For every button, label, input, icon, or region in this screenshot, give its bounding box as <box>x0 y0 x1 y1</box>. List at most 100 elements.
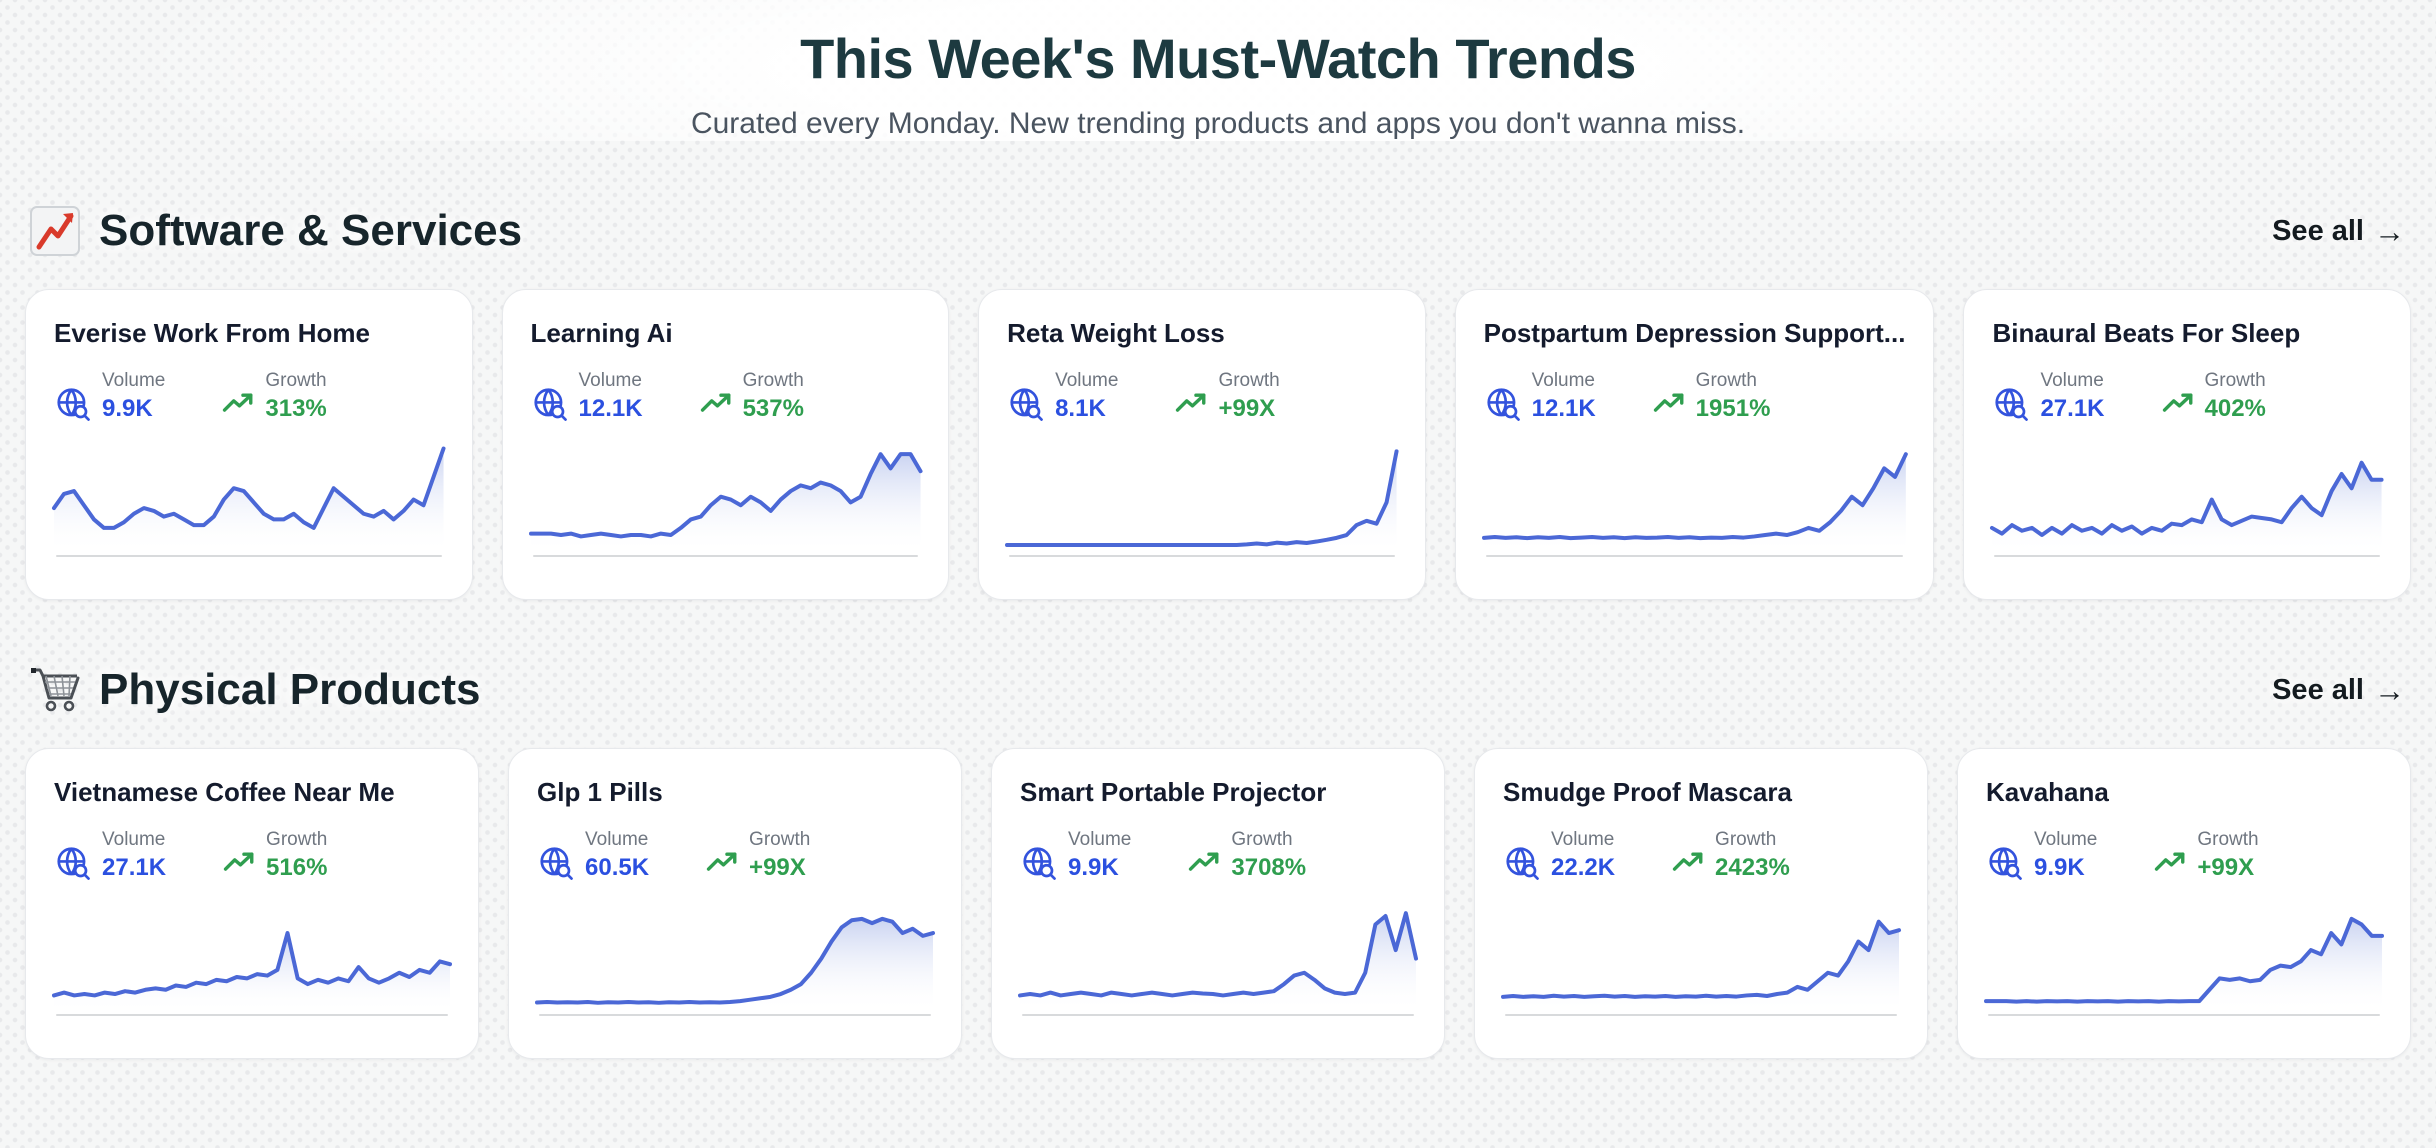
trend-card[interactable]: Learning Ai Volume 12.1K <box>501 289 950 600</box>
growth-value: 402% <box>2204 394 2266 422</box>
volume-stat: Volume 27.1K <box>1992 369 2105 424</box>
volume-stat: Volume 12.1K <box>1484 369 1596 424</box>
trend-card[interactable]: Reta Weight Loss Volume 8.1K <box>978 289 1426 600</box>
trending-up-icon <box>706 852 737 871</box>
growth-value: 537% <box>742 394 804 422</box>
trend-card[interactable]: Binaural Beats For Sleep Volume 27.1K <box>1963 289 2411 600</box>
trend-card-stats: Volume 27.1K Growth 516% <box>54 828 450 883</box>
trend-card-stats: Volume 22.2K Growth 2423% <box>1503 828 1899 883</box>
chart-baseline <box>1505 1014 1897 1016</box>
trend-card-stats: Volume 60.5K Growth +99X <box>537 828 933 883</box>
section-title: Software & Services <box>27 203 522 259</box>
arrow-right-icon: → <box>2374 672 2405 708</box>
section-software-services: Software & Services See all → Everise Wo… <box>25 203 2411 600</box>
volume-label: Volume <box>578 370 642 391</box>
volume-stat: Volume 12.1K <box>531 369 643 424</box>
volume-value: 8.1K <box>1055 394 1106 422</box>
card-grid: Vietnamese Coffee Near Me Volume 27.1K <box>25 748 2411 1059</box>
trend-card-stats: Volume 12.1K Growth 1951% <box>1484 369 1906 424</box>
trend-card-title: Binaural Beats For Sleep <box>1992 318 2301 348</box>
trend-card-title: Learning Ai <box>530 318 673 348</box>
volume-label: Volume <box>102 370 166 391</box>
growth-stat: Growth +99X <box>1174 369 1280 424</box>
volume-label: Volume <box>1551 829 1615 850</box>
growth-stat: Growth +99X <box>2153 828 2259 883</box>
chart-increasing-icon <box>30 206 80 256</box>
growth-value: +99X <box>749 853 806 881</box>
sparkline-chart <box>1986 893 2382 1032</box>
trend-card-title: Glp 1 Pills <box>537 777 663 807</box>
trend-card-stats: Volume 9.9K Growth +99X <box>1986 828 2382 883</box>
section-header: Software & Services See all → <box>25 203 2411 259</box>
volume-value: 60.5K <box>585 853 650 881</box>
growth-label: Growth <box>266 829 328 850</box>
growth-value: +99X <box>1218 394 1276 422</box>
section-title-label: Software & Services <box>99 206 523 255</box>
volume-value: 9.9K <box>1068 853 1119 881</box>
chart-baseline <box>539 1014 931 1016</box>
growth-stat: Growth 3708% <box>1187 828 1306 883</box>
trend-card[interactable]: Everise Work From Home Volume 9.9K <box>25 289 473 600</box>
sparkline-chart <box>54 893 450 1032</box>
trend-card-title: Kavahana <box>1986 777 2109 807</box>
globe-search-icon <box>57 846 90 880</box>
volume-value: 9.9K <box>2034 853 2085 881</box>
chart-baseline <box>1994 555 2380 557</box>
growth-label: Growth <box>2204 370 2266 391</box>
volume-label: Volume <box>102 829 166 850</box>
volume-stat: Volume 9.9K <box>54 369 165 424</box>
trending-up-icon <box>2155 852 2185 871</box>
page-title: This Week's Must-Watch Trends <box>800 27 1636 90</box>
card-grid: Everise Work From Home Volume 9.9K <box>25 289 2411 600</box>
trend-card[interactable]: Smudge Proof Mascara Volume 22.2K <box>1474 748 1928 1059</box>
volume-stat: Volume 8.1K <box>1007 369 1118 424</box>
trend-card[interactable]: Smart Portable Projector Volume 9.9K <box>991 748 1445 1059</box>
globe-search-icon <box>1487 387 1520 421</box>
trending-up-icon <box>1672 852 1703 871</box>
trend-card[interactable]: Vietnamese Coffee Near Me Volume 27.1K <box>25 748 479 1059</box>
globe-search-icon <box>1989 846 2022 880</box>
volume-label: Volume <box>2034 829 2098 850</box>
section-title-label: Physical Products <box>99 665 481 714</box>
volume-value: 12.1K <box>1531 394 1596 422</box>
arrow-right-icon: → <box>2374 213 2405 249</box>
volume-value: 12.1K <box>578 394 643 422</box>
volume-label: Volume <box>1055 370 1119 391</box>
chart-baseline <box>1485 555 1904 557</box>
section-title: Physical Products <box>27 662 480 718</box>
chart-baseline <box>1009 555 1395 557</box>
sparkline-chart <box>1992 434 2382 573</box>
trending-up-icon <box>2162 393 2192 412</box>
globe-search-icon <box>1023 846 1056 880</box>
globe-search-icon <box>540 846 573 880</box>
trend-card-stats: Volume 9.9K Growth 3708% <box>1020 828 1416 883</box>
volume-stat: Volume 60.5K <box>537 828 649 883</box>
volume-stat: Volume 22.2K <box>1503 828 1615 883</box>
trending-up-icon <box>700 393 731 412</box>
sparkline-chart <box>1020 893 1416 1032</box>
trend-card[interactable]: Kavahana Volume 9.9K <box>1957 748 2411 1059</box>
see-all-link[interactable]: See all → <box>2272 215 2405 248</box>
globe-search-icon <box>1010 387 1043 421</box>
trend-card-title: Smart Portable Projector <box>1020 777 1327 807</box>
globe-search-icon <box>533 387 567 421</box>
growth-stat: Growth 2423% <box>1671 828 1790 883</box>
volume-stat: Volume 9.9K <box>1020 828 1131 883</box>
growth-label: Growth <box>1715 829 1777 850</box>
volume-value: 9.9K <box>102 394 153 422</box>
see-all-link[interactable]: See all → <box>2272 674 2405 707</box>
trend-card[interactable]: Postpartum Depression Support... Volume … <box>1454 289 1935 600</box>
growth-label: Growth <box>2197 829 2259 850</box>
trending-up-icon <box>223 393 253 412</box>
growth-value: 313% <box>265 394 327 422</box>
volume-label: Volume <box>2040 370 2104 391</box>
section-header: Physical Products See all → <box>25 662 2411 718</box>
trending-up-icon <box>1189 852 1219 871</box>
sparkline-chart <box>531 434 921 573</box>
growth-label: Growth <box>749 829 811 850</box>
trend-card[interactable]: Glp 1 Pills Volume 60.5K <box>508 748 962 1059</box>
volume-label: Volume <box>1531 370 1595 391</box>
growth-stat: Growth 1951% <box>1652 369 1770 424</box>
growth-label: Growth <box>265 370 327 391</box>
growth-value: 516% <box>266 853 328 881</box>
